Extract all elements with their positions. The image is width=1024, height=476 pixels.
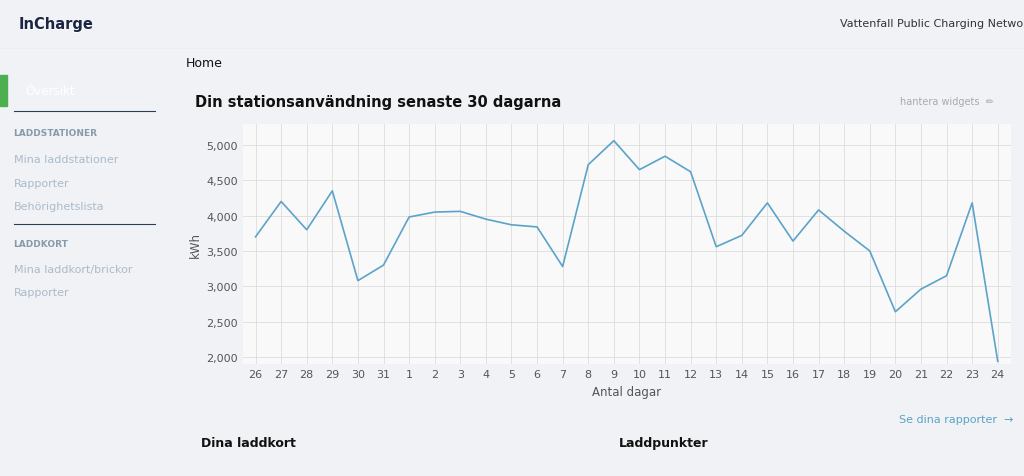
Text: Laddpunkter: Laddpunkter [620, 436, 709, 449]
Text: hantera widgets  ✏: hantera widgets ✏ [900, 97, 994, 107]
Text: Dina laddkort: Dina laddkort [201, 436, 296, 449]
Text: Mina laddkort/brickor: Mina laddkort/brickor [13, 264, 132, 274]
Text: Din stationsanvändning senaste 30 dagarna: Din stationsanvändning senaste 30 dagarn… [195, 95, 561, 110]
Text: LADDSTATIONER: LADDSTATIONER [13, 129, 97, 138]
Text: Vattenfall Public Charging Network  ∨: Vattenfall Public Charging Network ∨ [840, 19, 1024, 29]
Text: InCharge: InCharge [20, 19, 91, 33]
Text: Översikt: Översikt [26, 85, 75, 98]
Y-axis label: kWh: kWh [189, 231, 202, 258]
Text: Home: Home [186, 57, 223, 70]
Text: Se dina rapporter  →: Se dina rapporter → [899, 414, 1014, 424]
Text: Mina laddstationer: Mina laddstationer [13, 155, 118, 164]
Text: Behörighetslista: Behörighetslista [13, 202, 104, 212]
Text: LADDKORT: LADDKORT [13, 239, 69, 248]
Text: InCharge: InCharge [18, 17, 93, 31]
Bar [0, 76, 7, 107]
X-axis label: Antal dagar: Antal dagar [592, 385, 662, 397]
Text: Rapporter: Rapporter [13, 178, 70, 188]
Text: Rapporter: Rapporter [13, 288, 70, 298]
